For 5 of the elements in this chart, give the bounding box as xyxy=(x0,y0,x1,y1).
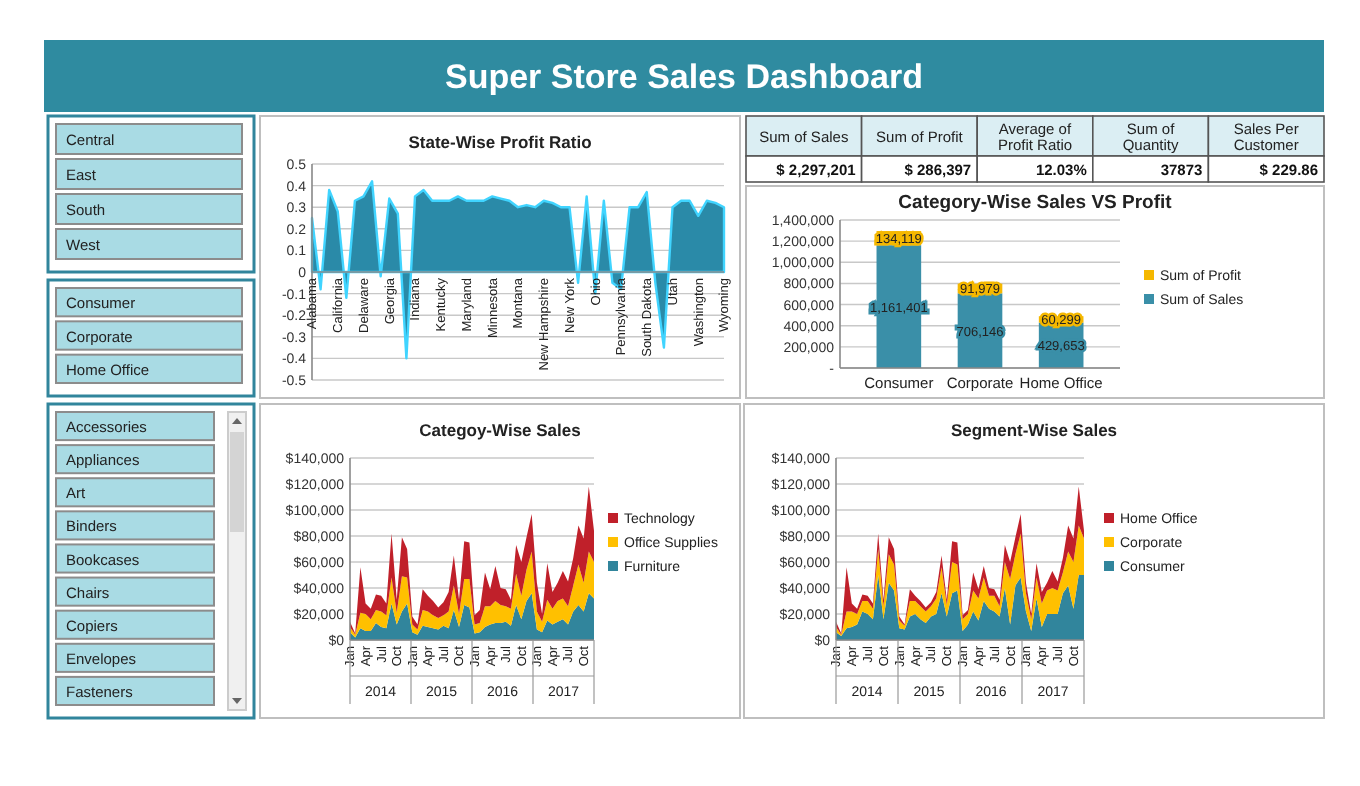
chart-title: State-Wise Profit Ratio xyxy=(408,132,592,152)
text: Super Store Sales Dashboard xyxy=(444,58,924,96)
chart-title: Categoy-Wise Sales xyxy=(419,420,582,440)
chart-title: Segment-Wise Sales xyxy=(950,420,1118,440)
chart-title: Category-Wise Sales VS Profit xyxy=(898,192,1174,214)
